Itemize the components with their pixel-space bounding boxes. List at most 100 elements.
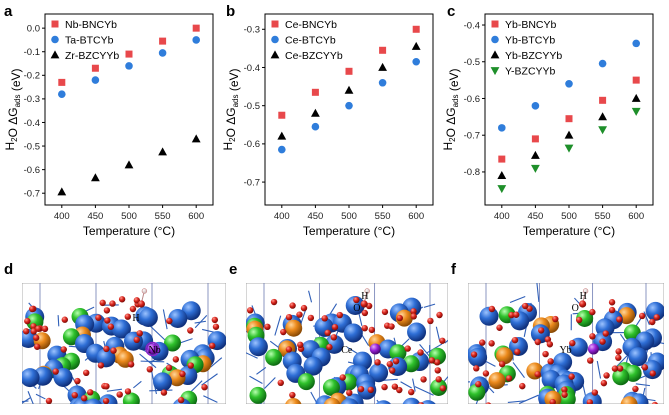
data-point xyxy=(531,150,540,159)
bond xyxy=(596,360,602,379)
o-atom xyxy=(95,314,102,321)
o-atom xyxy=(508,311,515,319)
data-point xyxy=(632,76,640,84)
series-Ta-BTCYb xyxy=(58,36,200,98)
series-Yb-BNCYb xyxy=(498,76,640,163)
data-point xyxy=(159,37,167,45)
data-point xyxy=(631,107,641,116)
x-tick-label: 450 xyxy=(307,211,323,222)
y-tick-label: -0.5 xyxy=(464,57,480,68)
y-tick-label: 0.0 xyxy=(27,23,40,34)
o-atom xyxy=(187,362,194,369)
o-atom xyxy=(41,325,49,333)
bond xyxy=(264,377,276,389)
x-tick-label: 550 xyxy=(375,211,391,222)
y-atom xyxy=(297,373,315,391)
o-atom xyxy=(321,315,328,322)
ba-atom xyxy=(369,363,389,383)
series-Ce-BZCYYb xyxy=(277,41,421,140)
o-atom xyxy=(651,401,658,404)
legend-entry: Ce-BNCYb xyxy=(285,19,337,31)
legend-entry: Ce-BTCYb xyxy=(285,34,336,46)
ba-atom xyxy=(111,319,131,339)
y-tick-label: -0.5 xyxy=(244,101,260,112)
o-atom xyxy=(307,314,315,322)
ba-atom xyxy=(420,400,436,404)
o-atom xyxy=(546,341,554,348)
o-atom xyxy=(381,308,389,316)
o-atom xyxy=(611,365,619,372)
o-atom xyxy=(641,364,649,371)
data-point xyxy=(91,64,99,72)
o-atom xyxy=(547,358,554,365)
bond xyxy=(139,353,157,369)
o-atom xyxy=(22,328,30,335)
legend-marker xyxy=(51,35,59,44)
ba-atom xyxy=(168,308,188,328)
o-atom xyxy=(71,391,78,399)
o-atom xyxy=(346,389,353,397)
bond xyxy=(310,391,318,404)
ba-atom xyxy=(340,398,359,404)
o-atom xyxy=(485,402,492,404)
o-atom xyxy=(488,340,495,347)
o-atom xyxy=(599,338,606,345)
y-atom xyxy=(430,378,448,396)
atom-label: H xyxy=(580,291,587,302)
o-atom xyxy=(357,385,365,393)
o-atom xyxy=(589,308,596,316)
o-atom xyxy=(587,357,594,364)
bond xyxy=(423,303,436,308)
bond xyxy=(643,311,650,326)
ba-atom xyxy=(375,400,391,404)
o-atom xyxy=(124,313,132,320)
ba-atom xyxy=(84,398,102,404)
ba-atom xyxy=(402,397,421,404)
chart-b: -0.7 -0.6 -0.5 -0.4 -0.3 400 450 500 550 600 Tempe… xyxy=(221,13,434,238)
o-atom xyxy=(103,307,111,314)
y-axis-label: H2O ΔGads (eV) xyxy=(3,68,23,150)
legend-marker xyxy=(271,35,279,44)
h-atom xyxy=(364,288,370,294)
o-atom xyxy=(146,366,153,373)
y-axis-label: H2O ΔGads (eV) xyxy=(221,68,241,150)
legend-entry: Ta-BTCYb xyxy=(65,34,114,46)
data-point xyxy=(531,164,540,173)
y-tick-label: -0.4 xyxy=(244,63,260,74)
legend-entry: Y-BZCYYb xyxy=(505,65,556,77)
bond xyxy=(201,373,218,386)
bond xyxy=(412,378,416,392)
y-tick-label: -0.3 xyxy=(24,94,40,105)
bond xyxy=(133,380,142,389)
h-atom xyxy=(582,288,589,294)
legend-entry: Ce-BZCYYb xyxy=(285,50,343,62)
data-point xyxy=(125,62,133,70)
chart-c: -0.8 -0.7 -0.6 -0.5 -0.4 400 450 500 550 600 Tempe… xyxy=(441,13,654,238)
o-atom xyxy=(124,388,132,395)
o-atom xyxy=(514,348,521,356)
o-atom xyxy=(568,373,575,380)
y-tick-label: -0.6 xyxy=(244,139,260,150)
o-atom xyxy=(396,386,403,394)
water-o-atom xyxy=(360,300,368,308)
y-tick-label: -0.4 xyxy=(464,20,480,31)
x-axis-label: Temperature (°C) xyxy=(83,224,175,238)
o-atom xyxy=(381,383,388,391)
o-atom xyxy=(653,314,660,321)
data-point xyxy=(278,145,286,154)
panel-label-b: b xyxy=(226,3,235,20)
dopant-atom xyxy=(147,343,159,355)
bond xyxy=(22,397,31,404)
o-atom xyxy=(110,347,117,354)
o-atom xyxy=(289,391,296,399)
o-atom xyxy=(602,330,609,337)
data-point xyxy=(125,50,133,58)
o-atom xyxy=(475,381,482,388)
x-tick-label: 600 xyxy=(188,211,204,222)
bond xyxy=(507,400,526,403)
o-atom xyxy=(549,398,556,404)
o-atom xyxy=(35,325,42,332)
y-tick-label: -0.7 xyxy=(244,177,260,188)
o-atom xyxy=(339,374,346,381)
y-atom xyxy=(265,348,283,366)
